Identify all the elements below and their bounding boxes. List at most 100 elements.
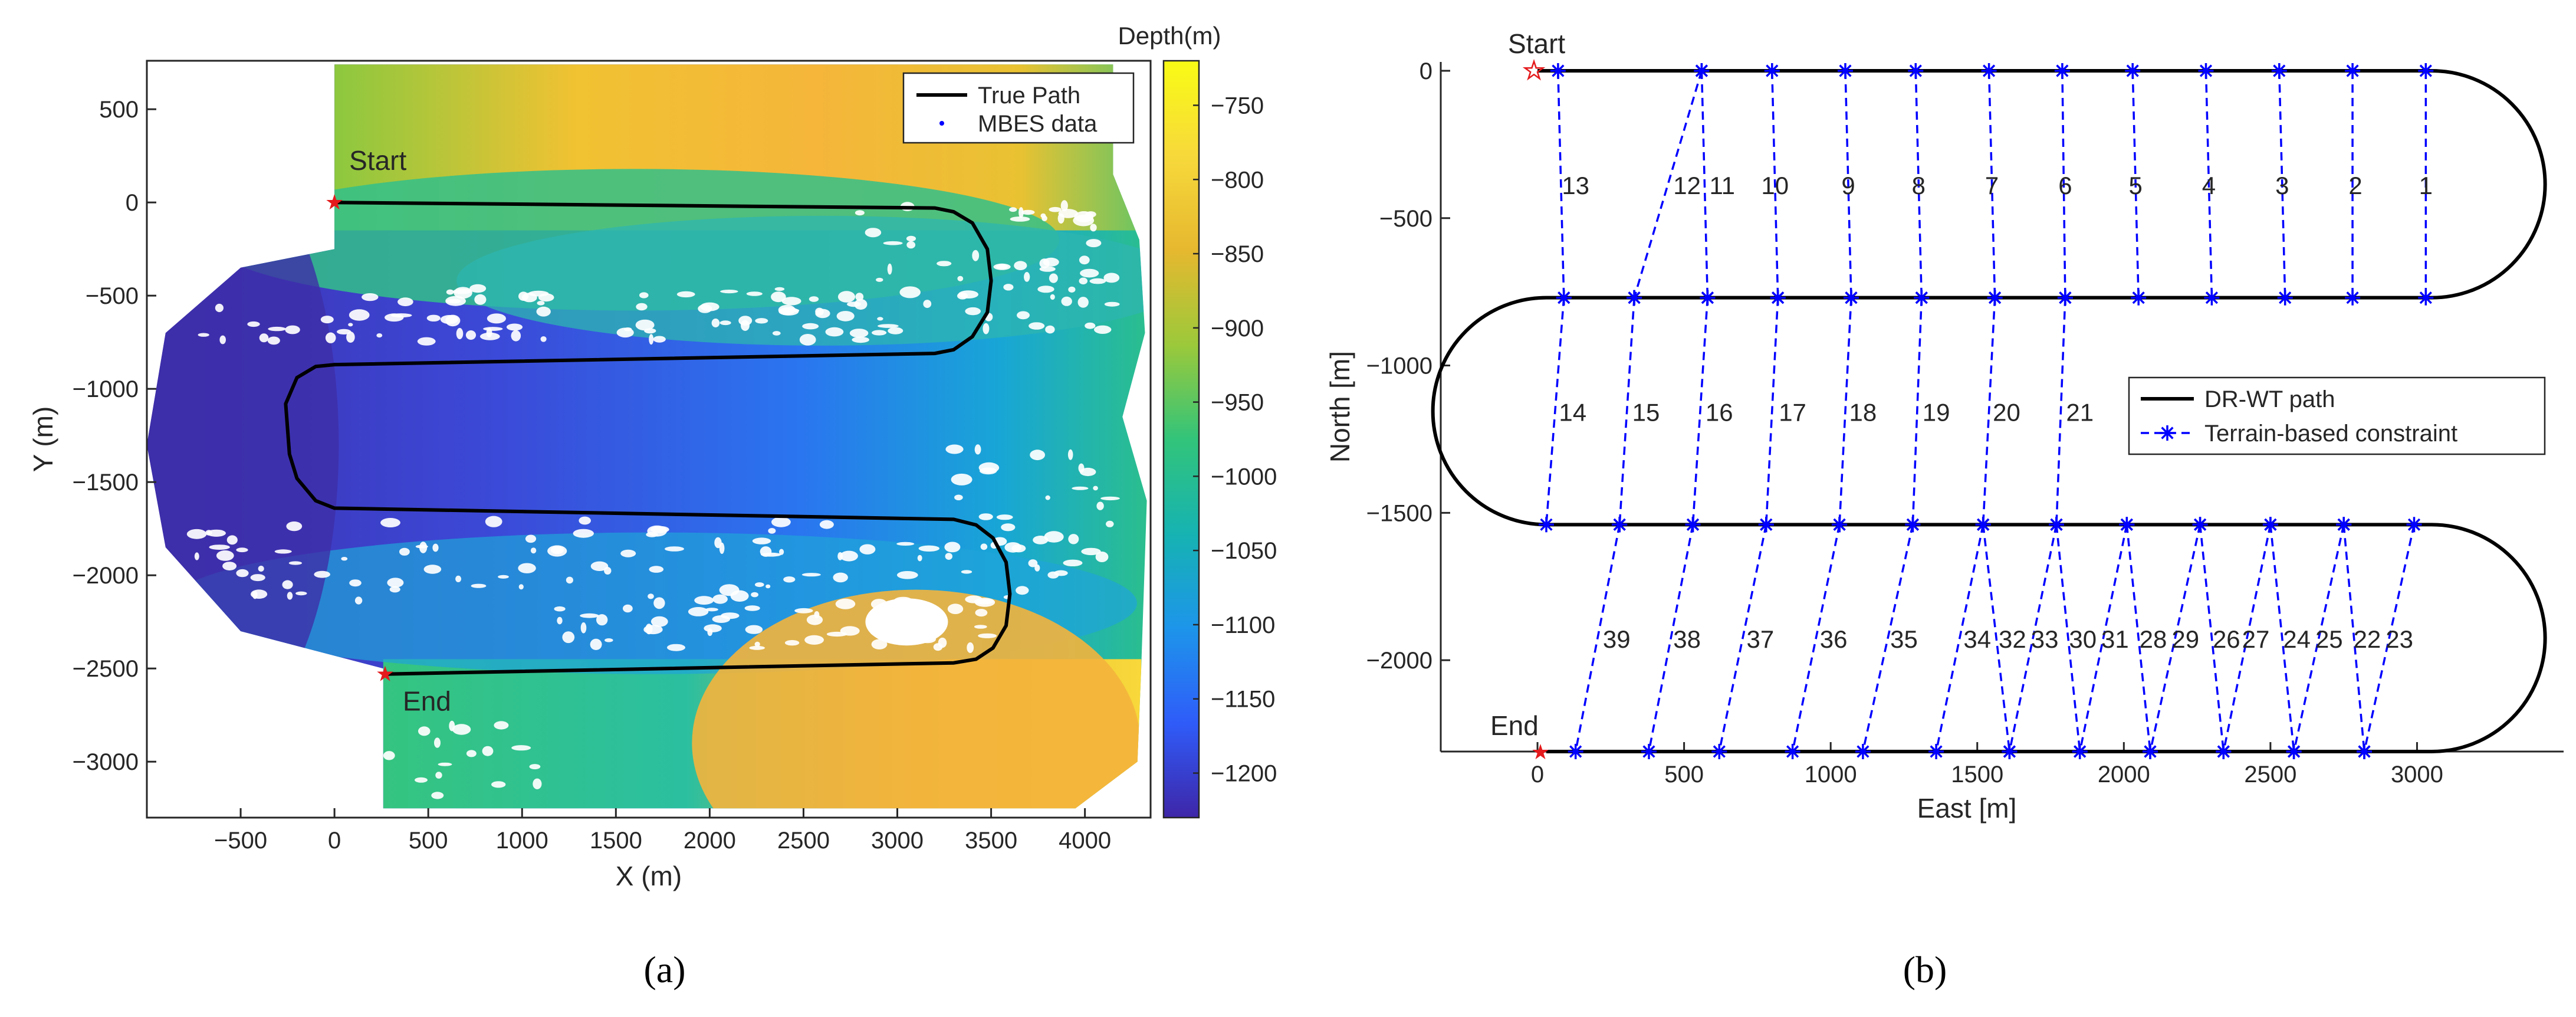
data-gap (883, 241, 903, 245)
data-gap (847, 301, 861, 307)
data-gap (349, 579, 362, 587)
constraint-marker (1539, 517, 1554, 533)
constraint-line-26 (2199, 524, 2225, 752)
panel-a-axes-box (146, 60, 1152, 819)
x-tick-label: 1000 (496, 828, 548, 854)
data-gap (446, 289, 454, 295)
constraint-label-12: 12 (1673, 172, 1701, 199)
star-stroke (2264, 518, 2277, 531)
constraint-marker (1987, 290, 2003, 306)
data-gap (849, 329, 869, 338)
star-stroke (2074, 745, 2087, 758)
star-stroke (1701, 291, 1714, 304)
data-gap (380, 518, 400, 527)
data-gap (877, 317, 883, 321)
star-stroke (2217, 745, 2230, 758)
constraint-label-18: 18 (1849, 398, 1877, 426)
data-gap (1081, 547, 1101, 556)
data-gap (498, 575, 509, 579)
data-gap (1077, 297, 1089, 308)
colorbar-tick-label: −950 (1211, 390, 1264, 416)
constraint-marker (1975, 517, 1991, 533)
data-gap (259, 333, 269, 343)
data-gap (314, 570, 330, 578)
y-tick-label: 0 (126, 190, 139, 216)
data-gap (980, 467, 997, 475)
constraint-marker (1844, 290, 1859, 306)
data-gap (1060, 200, 1068, 212)
star-stroke (1628, 291, 1641, 304)
data-gap (1021, 209, 1035, 215)
data-gap (347, 763, 364, 770)
data-gap (348, 323, 353, 327)
constraint-line-32 (1982, 524, 2011, 752)
data-gap (417, 337, 436, 346)
data-gap (486, 327, 492, 338)
data-gap (771, 517, 791, 527)
constraint-line-16 (1691, 297, 1709, 525)
constraint-marker (1700, 290, 1716, 306)
data-gap (872, 330, 887, 336)
constraint-line-11 (1700, 70, 1709, 298)
constraint-line-30 (2055, 524, 2081, 752)
data-gap (518, 584, 524, 590)
star-stroke (2199, 64, 2213, 77)
data-gap (385, 313, 404, 322)
data-gap (455, 575, 462, 583)
data-gap (620, 549, 636, 557)
data-gap (1104, 301, 1120, 307)
red-star-marker: ★ (325, 191, 344, 214)
data-gap (945, 553, 953, 560)
data-gap (604, 638, 613, 642)
data-gap (511, 330, 521, 342)
star-stroke (1977, 518, 1990, 531)
constraint-line-39 (1574, 524, 1621, 752)
constraint-line-17 (1765, 297, 1779, 525)
data-gap (899, 286, 921, 298)
data-gap (1018, 207, 1024, 218)
data-gap (1045, 325, 1055, 334)
constraint-marker (1627, 290, 1642, 306)
constraint-marker (2143, 744, 2158, 759)
caption-a: (a) (643, 949, 685, 990)
x-tick-label: 4000 (1059, 828, 1111, 854)
data-gap (961, 570, 972, 574)
constraint-label-2: 2 (2348, 172, 2362, 199)
constraint-line-37 (1718, 524, 1767, 752)
data-gap (540, 336, 547, 342)
data-gap (923, 300, 932, 309)
data-gap (536, 306, 551, 317)
colorbar-gradient (1162, 60, 1200, 819)
constraint-marker (2216, 744, 2232, 759)
constraint-label-3: 3 (2275, 172, 2289, 199)
y-tick-label: 500 (99, 97, 139, 123)
constraint-line-24 (2269, 524, 2295, 752)
data-gap (1044, 531, 1064, 543)
colorbar-tick-label: −800 (1211, 167, 1264, 193)
data-gap (755, 582, 764, 588)
data-gap (871, 639, 888, 649)
panel-b-legend: DR-WT path Terrain-based constraint (2128, 376, 2546, 455)
data-gap (700, 302, 719, 311)
constraint-marker (2002, 744, 2018, 759)
constraint-label-7: 7 (1985, 172, 1999, 199)
data-gap (491, 781, 506, 788)
star-stroke (2059, 291, 2072, 304)
constraint-label-32: 32 (1999, 625, 2026, 653)
data-gap (978, 513, 993, 520)
true-path-line (284, 201, 1012, 676)
data-gap (1106, 520, 1114, 527)
data-gap (918, 545, 940, 552)
data-gap (198, 333, 209, 337)
constraint-marker (1905, 517, 1921, 533)
data-gap (754, 641, 760, 647)
data-gap (768, 528, 776, 534)
constraint-line-4 (2204, 70, 2213, 298)
x-tick-label: 3000 (2391, 762, 2443, 788)
data-gap (1028, 559, 1038, 567)
constraint-marker (1612, 517, 1628, 533)
constraint-marker (1694, 63, 1710, 78)
star-stroke (2132, 291, 2145, 304)
